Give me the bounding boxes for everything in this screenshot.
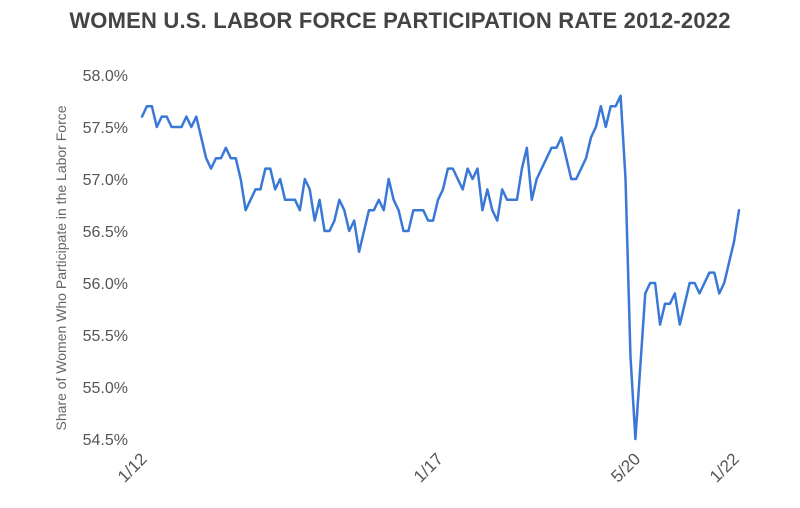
y-tick-label: 55.5%	[83, 328, 128, 345]
y-tick-label: 57.0%	[83, 172, 128, 189]
x-axis-ticks: 1/12 1/17 5/20 1/22	[114, 449, 743, 486]
x-tick-label: 1/22	[706, 449, 743, 486]
y-tick-label: 56.0%	[83, 276, 128, 293]
series-line	[140, 94, 741, 441]
x-tick-label: 5/20	[607, 449, 644, 486]
y-axis-label: Share of Women Who Participate in the La…	[53, 105, 69, 430]
y-tick-label: 54.5%	[83, 432, 128, 449]
x-tick-label: 1/17	[410, 449, 447, 486]
y-tick-label: 56.5%	[83, 224, 128, 241]
y-axis-ticks: 58.0% 57.5% 57.0% 56.5% 56.0% 55.5% 55.0% 54.5%	[83, 68, 128, 449]
y-tick-label: 57.5%	[83, 120, 128, 137]
y-tick-label: 58.0%	[83, 68, 128, 85]
chart-title: WOMEN U.S. LABOR FORCE PARTICIPATION RAT…	[69, 8, 731, 33]
x-tick-label: 1/12	[114, 449, 151, 486]
y-tick-label: 55.0%	[83, 380, 128, 397]
series-layer	[140, 94, 741, 441]
